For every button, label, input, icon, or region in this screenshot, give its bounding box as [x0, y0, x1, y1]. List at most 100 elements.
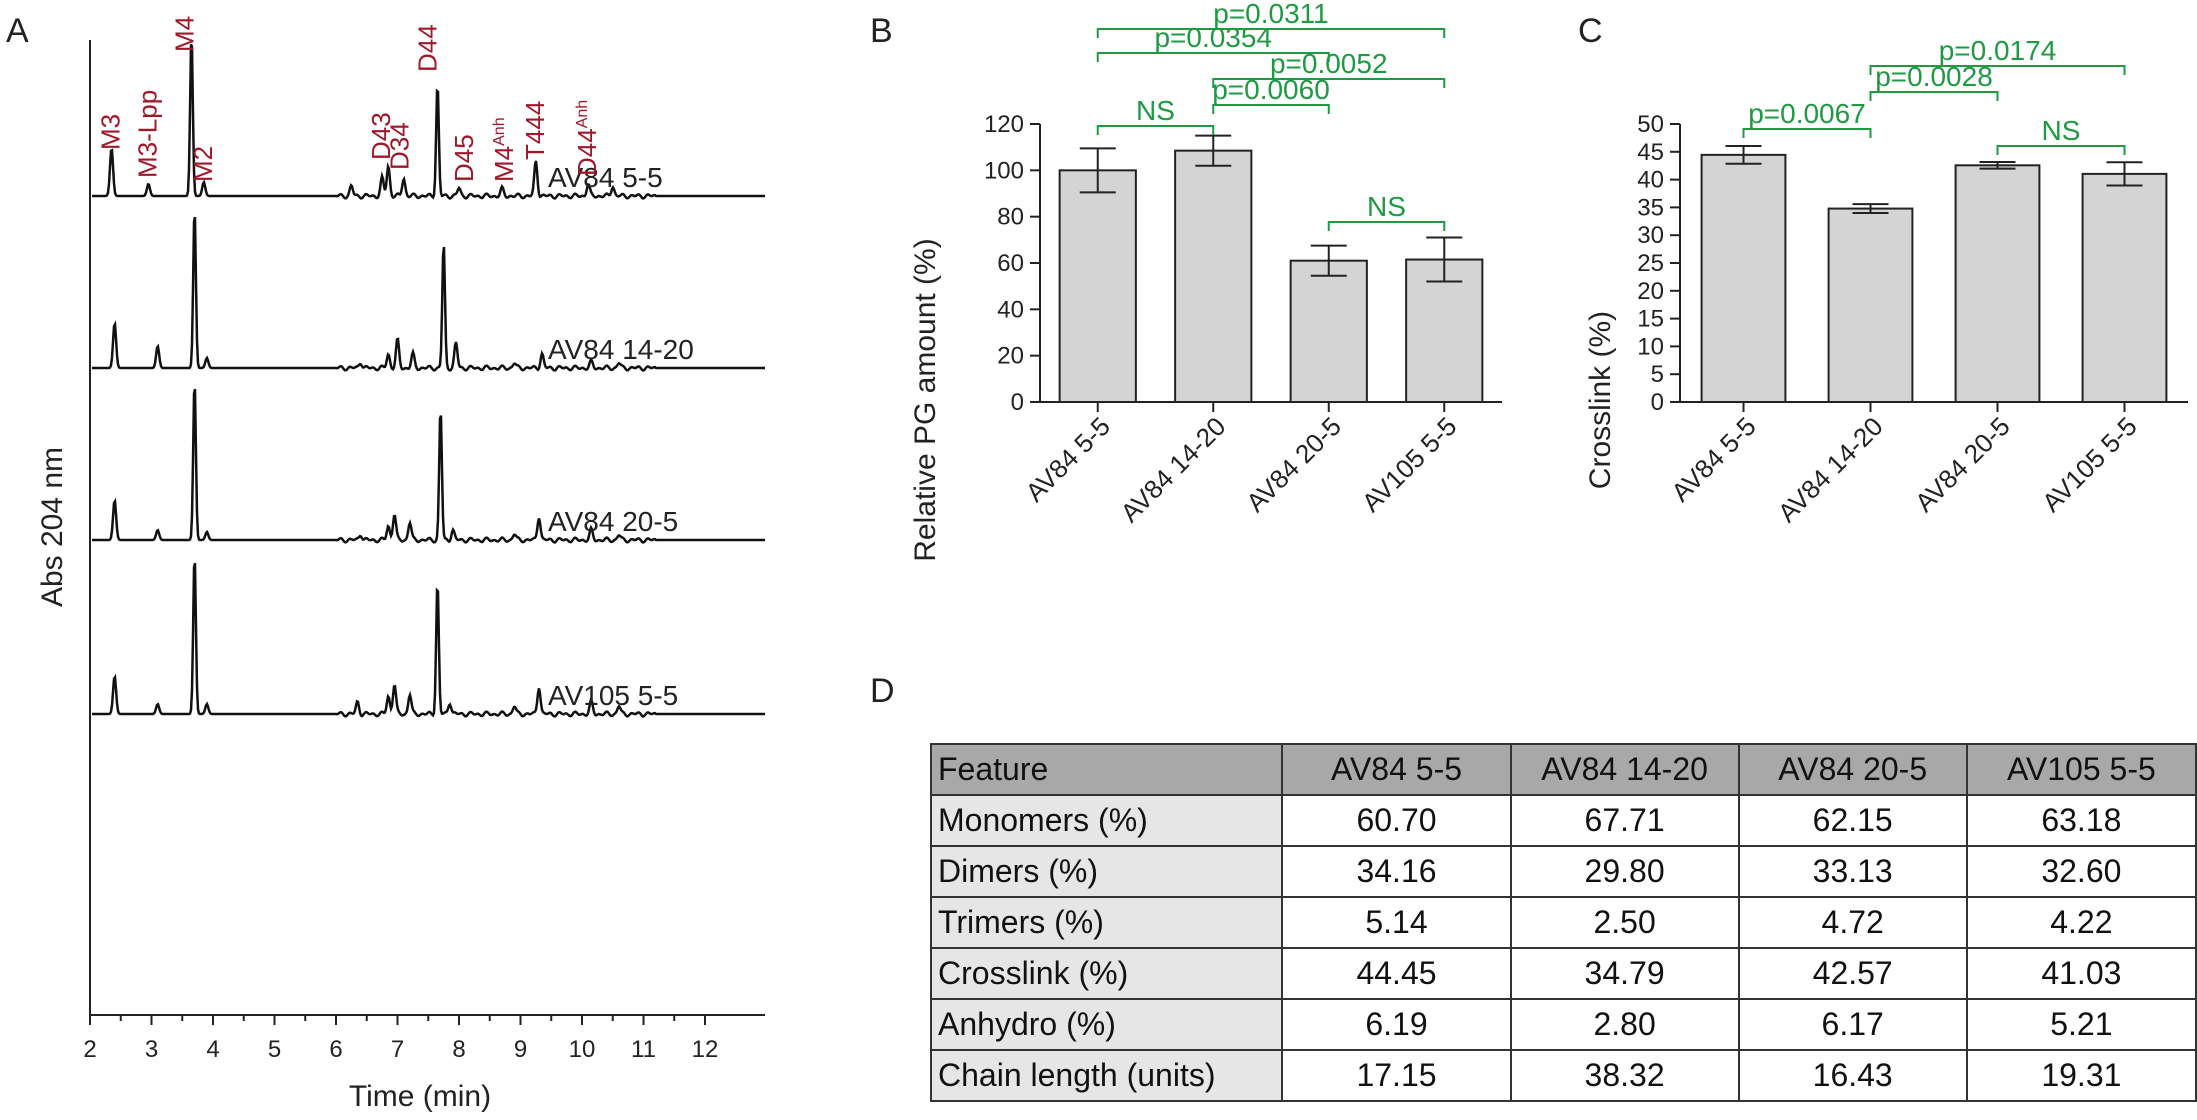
table-cell: 5.21 [1965, 998, 2197, 1051]
table-cell: 60.70 [1281, 794, 1512, 847]
table-cell: Dimers (%) [929, 845, 1284, 898]
table-cell: 41.03 [1965, 947, 2197, 1000]
a-y-axis-label: Abs 204 nm [36, 447, 69, 607]
c-bars [1700, 144, 2168, 403]
a-x-tick-label: 11 [631, 1036, 656, 1063]
b-significance-bracket [1096, 52, 1330, 62]
a-x-tick-label: 6 [329, 1036, 342, 1063]
b-bars [1058, 134, 1484, 403]
table-cell: 6.17 [1737, 998, 1968, 1051]
table-row: Crosslink (%) 44.45 34.79 42.57 41.03 [929, 947, 2197, 1000]
panel-letter-a: A [6, 12, 29, 50]
table-cell: Trimers (%) [929, 896, 1284, 949]
b-significance-label: NS [1136, 95, 1175, 126]
table-cell: 2.80 [1509, 998, 1740, 1051]
table-header-cell: AV105 5-5 [1965, 743, 2197, 796]
peak-label: D44 [412, 24, 442, 72]
table-cell: 62.15 [1737, 794, 1968, 847]
peak-label: M3-Lpp [132, 90, 162, 178]
peak-label: D45 [449, 134, 479, 182]
b-significance-label: p=0.0311 [1213, 0, 1329, 29]
table-cell: 38.32 [1509, 1049, 1740, 1102]
c-category-label: AV84 14-20 [1772, 411, 1889, 528]
table-row: Trimers (%) 5.14 2.50 4.72 4.22 [929, 896, 2197, 949]
table-cell: 4.72 [1737, 896, 1968, 949]
peak-label: M2 [188, 146, 218, 182]
table-row: Chain length (units) 17.15 38.32 16.43 1… [929, 1049, 2197, 1102]
table-header-row: Feature AV84 5-5 AV84 14-20 AV84 20-5 AV… [929, 743, 2197, 796]
c-y-tick-label: 50 [1637, 111, 1664, 138]
peak-label: M3 [96, 114, 126, 150]
c-y-tick-label: 25 [1637, 250, 1664, 277]
trace-label: AV84 20-5 [548, 506, 678, 537]
c-significance-label: p=0.0174 [1939, 35, 2057, 66]
table-header-cell: AV84 14-20 [1509, 743, 1740, 796]
table-header-cell: AV84 5-5 [1281, 743, 1512, 796]
chromatogram-traces: AV84 5-5 AV84 14-20 AV84 20-5 AV105 5-5 [92, 43, 765, 718]
a-x-ticks: 2 3 4 5 6 7 8 9 10 11 12 [83, 1015, 718, 1063]
b-significance-bracket [1096, 125, 1215, 135]
table-cell: 4.22 [1965, 896, 2197, 949]
a-x-tick-label: 4 [206, 1036, 219, 1063]
b-y-tick-label: 100 [984, 157, 1024, 184]
c-significance-bracket [1869, 65, 2126, 75]
table-cell: 19.31 [1965, 1049, 2197, 1102]
c-y-tick-label: 45 [1637, 139, 1664, 166]
muropeptide-feature-table: Feature AV84 5-5 AV84 14-20 AV84 20-5 AV… [929, 743, 2197, 1102]
peak-label: D44Anh [572, 100, 602, 176]
b-y-tick-label: 0 [1011, 389, 1024, 416]
a-x-tick-label: 9 [514, 1036, 527, 1063]
a-x-tick-label: 10 [569, 1036, 596, 1063]
c-bar [1954, 164, 2041, 403]
chromatogram-trace [92, 562, 765, 718]
table-cell: 44.45 [1281, 947, 1512, 1000]
table-cell: Monomers (%) [929, 794, 1284, 847]
b-significance-bracket [1212, 104, 1330, 114]
c-y-tick-label: 0 [1651, 389, 1664, 416]
table-cell: 29.80 [1509, 845, 1740, 898]
table-cell: 33.13 [1737, 845, 1968, 898]
table-cell: 67.71 [1509, 794, 1740, 847]
c-y-tick-label: 10 [1637, 333, 1664, 360]
c-category-label: AV105 5-5 [2036, 411, 2143, 518]
table-cell: Chain length (units) [929, 1049, 1284, 1102]
table-cell: 32.60 [1965, 845, 2197, 898]
peak-label: M4 [169, 16, 199, 52]
table-row: Monomers (%) 60.70 67.71 62.15 63.18 [929, 794, 2197, 847]
a-x-tick-label: 5 [268, 1036, 281, 1063]
c-category-label: AV84 20-5 [1909, 411, 2016, 518]
peak-label: D43 [366, 112, 396, 160]
c-y-tick-label: 20 [1637, 278, 1664, 305]
b-category-label: AV84 14-20 [1115, 411, 1232, 528]
b-category-label: AV84 20-5 [1240, 411, 1347, 518]
c-category-label: AV84 5-5 [1665, 411, 1762, 508]
chromatogram-trace [92, 388, 765, 544]
c-y-tick-label: 5 [1651, 361, 1664, 388]
a-x-tick-label: 3 [145, 1036, 158, 1063]
table-cell: Crosslink (%) [929, 947, 1284, 1000]
chromatogram-panel: 2 3 4 5 6 7 8 9 10 11 12 AV84 5-5 AV84 14-20 AV84 20… [36, 16, 765, 1113]
table-cell: 34.79 [1509, 947, 1740, 1000]
table-cell: 17.15 [1281, 1049, 1512, 1102]
b-bar [1405, 258, 1484, 403]
c-y-tick-label: 15 [1637, 306, 1664, 333]
b-significance-label: NS [1367, 191, 1406, 222]
b-bar [1289, 259, 1368, 403]
table-header-cell: Feature [929, 743, 1284, 796]
table-row: Anhydro (%) 6.19 2.80 6.17 5.21 [929, 998, 2197, 1051]
b-y-tick-label: 80 [997, 204, 1024, 231]
peak-label: M4Anh [489, 117, 519, 182]
table-cell: 2.50 [1509, 896, 1740, 949]
b-significance-bracket [1212, 78, 1446, 88]
table-cell: 63.18 [1965, 794, 2197, 847]
panel-letter-b: B [870, 12, 893, 50]
a-x-tick-label: 2 [83, 1036, 96, 1063]
chromatogram-trace [92, 216, 765, 372]
b-significance-bracket [1096, 28, 1446, 38]
b-y-tick-label: 60 [997, 250, 1024, 277]
